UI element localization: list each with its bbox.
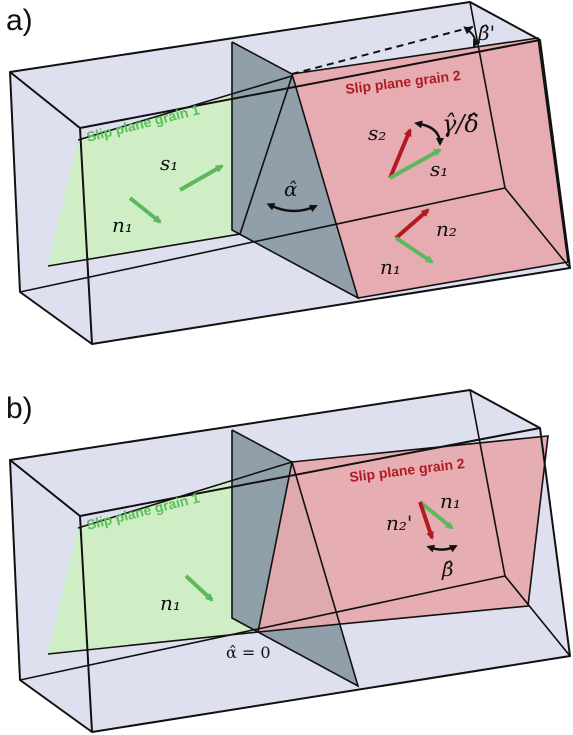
grain2-slip-plane: [292, 38, 568, 298]
n1-label-left: n₁: [112, 213, 133, 237]
n1-label-right: n₁: [440, 489, 461, 513]
alpha-arc-arrow: [266, 203, 318, 213]
panel-b-label: b): [6, 392, 33, 425]
s1-arrow-left: [179, 164, 224, 192]
panel-a: a) β̂' Slip plane grain 1 Slip plane gra…: [6, 1, 571, 345]
n1-label-right: n₁: [380, 255, 401, 279]
beta-prime-label: β̂': [477, 21, 495, 45]
n1-arrow-right: [394, 236, 434, 264]
n2-prime-label: n₂': [386, 511, 412, 535]
s1-label-right: s₁: [430, 157, 448, 181]
grain2-plane-outline: [291, 37, 569, 299]
beta-prime-arc-arrow: [463, 26, 481, 48]
grain1-plane-outline: [47, 460, 294, 655]
box-edges: [9, 389, 541, 733]
n2-arrow: [394, 208, 430, 240]
grain-boundary-plane: [232, 42, 358, 298]
alpha-zero-label: α̂ = 0: [226, 643, 271, 662]
s2-arrow: [388, 128, 412, 179]
alpha-label: α̂: [284, 177, 298, 201]
n1-arrow-right: [418, 500, 454, 530]
beta-label: β̂: [441, 557, 454, 581]
box-hidden-edge-mid: [19, 575, 506, 681]
boundary-plane-outline: [231, 429, 360, 688]
box-hidden-edge-top: [469, 389, 506, 577]
beta-arc-arrow: [426, 544, 458, 553]
n2-prime-arrow: [418, 501, 434, 540]
grain1-slip-plane: [48, 76, 292, 266]
box-left-face: [10, 72, 92, 344]
panel-b: b) Slip plane grain 1 Slip plane grain 2…: [6, 389, 571, 733]
n1-label-left: n₁: [160, 591, 181, 615]
box-hidden-edge-right: [504, 575, 571, 657]
grain1-plane-outline: [47, 74, 294, 267]
gamma-delta-arc-arrow: [414, 120, 444, 146]
box-hidden-edge-mid: [19, 187, 506, 293]
box-left-face: [10, 460, 92, 732]
grain1-slip-plane: [48, 462, 292, 654]
grain2-plane-outline: [257, 435, 549, 633]
s1-arrow-right: [389, 148, 442, 180]
s1-label-left: s₁: [160, 151, 178, 175]
n1-arrow-left: [128, 196, 162, 224]
n1-arrow-left: [184, 574, 214, 602]
n2-label: n₂: [436, 217, 457, 241]
panel-a-label: a): [6, 4, 33, 37]
s2-label: s₂: [368, 121, 386, 145]
box-edges: [9, 1, 541, 345]
box-hidden-edge-right: [504, 187, 571, 269]
gamma-delta-label: γ̂/δ̂: [442, 110, 479, 138]
beta-prime-dashed-line: [291, 25, 477, 75]
